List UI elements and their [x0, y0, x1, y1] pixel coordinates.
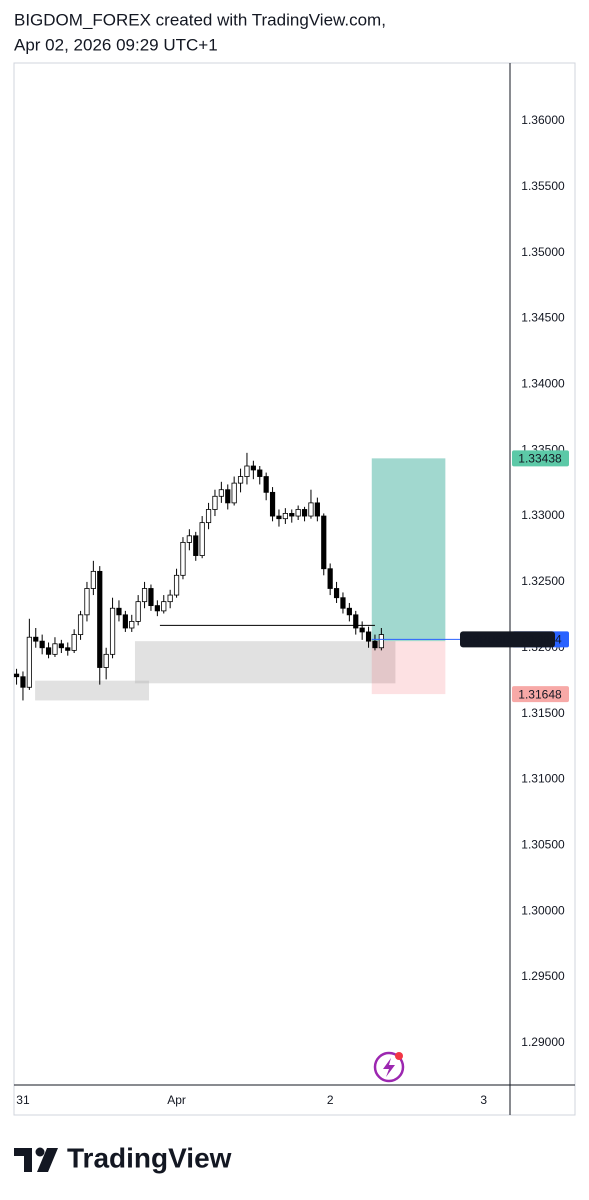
candle-body — [321, 515, 327, 570]
y-tick-label: 1.29000 — [521, 1035, 565, 1049]
candle-body — [346, 607, 352, 616]
candle-body — [180, 541, 186, 576]
x-tick-label: 2 — [327, 1093, 334, 1107]
target-label: 1.33438 — [518, 452, 562, 466]
y-tick-label: 1.31500 — [521, 706, 565, 720]
candle-body — [244, 465, 250, 477]
candle-body — [333, 588, 340, 599]
candle-body — [109, 607, 116, 655]
y-tick-label: 1.35000 — [521, 245, 565, 259]
candle-body — [103, 653, 109, 668]
candle-body — [263, 476, 269, 493]
x-tick-label: Apr — [167, 1093, 186, 1107]
candle-body — [122, 614, 128, 629]
candle-body — [33, 636, 39, 642]
candle-body — [97, 570, 103, 668]
stop-zone — [371, 641, 446, 695]
candle-body — [161, 601, 167, 612]
axes: 1.360001.355001.350001.345001.340001.335… — [16, 113, 569, 1107]
candle-body — [250, 465, 256, 471]
candle-body — [231, 482, 237, 504]
candle-body — [173, 574, 180, 596]
candle-body — [237, 476, 244, 484]
candle-body — [71, 634, 77, 651]
y-tick-label: 1.29500 — [521, 969, 565, 983]
y-tick-label: 1.30500 — [521, 837, 565, 851]
y-tick-label: 1.34500 — [521, 311, 565, 325]
y-tick-label: 1.33000 — [521, 508, 565, 522]
candle-body — [26, 636, 32, 688]
y-tick-label: 1.32500 — [521, 574, 565, 588]
zone — [35, 680, 150, 701]
candle-body — [257, 469, 263, 477]
stop-label-bg — [512, 686, 569, 703]
y-tick-label: 1.35500 — [521, 179, 565, 193]
candle-body — [129, 621, 135, 629]
symbol-tag: GBPUSD — [464, 634, 511, 646]
candle-body — [289, 513, 295, 517]
candle-body — [308, 502, 314, 517]
alert-icon — [373, 1051, 405, 1083]
candle-body — [77, 614, 84, 635]
candle-body — [13, 673, 20, 678]
candle-body — [225, 489, 231, 504]
candle-body — [45, 647, 52, 655]
header-line: BIGDOM_FOREX created with TradingView.co… — [14, 10, 386, 29]
candle-body — [282, 513, 288, 520]
candle-body — [340, 597, 346, 609]
brand: TradingView — [67, 1142, 232, 1173]
logo: TradingView — [14, 1142, 232, 1173]
candle-body — [58, 643, 64, 649]
countdown: 00:39 — [522, 634, 550, 646]
candle-body — [141, 588, 148, 603]
zone — [134, 641, 396, 684]
candle-body — [116, 607, 122, 616]
candle-body — [135, 601, 141, 622]
candle-body — [90, 570, 96, 589]
candle-body — [218, 489, 224, 497]
candle-body — [314, 502, 320, 517]
y-tick-label: 1.31000 — [521, 772, 565, 786]
symbol-tag-bg — [460, 631, 555, 648]
candle-body — [65, 647, 71, 651]
candle-body — [154, 605, 160, 612]
candle-body — [301, 509, 308, 517]
y-tick-label: 1.36000 — [521, 113, 565, 127]
candle-body — [372, 640, 378, 649]
candle-body — [167, 594, 173, 603]
chart-frame — [13, 62, 576, 1116]
x-tick-label: 3 — [480, 1093, 487, 1107]
x-tick-label: 31 — [16, 1093, 30, 1107]
candle-body — [353, 614, 359, 629]
target-zone — [371, 458, 446, 642]
stop-label: 1.31648 — [518, 687, 562, 701]
candle-body — [205, 509, 212, 524]
candle-body — [359, 627, 365, 633]
candle-body — [84, 588, 90, 616]
candle-body — [269, 491, 276, 517]
candle-body — [20, 676, 26, 688]
plot — [13, 452, 510, 701]
candle-body — [276, 515, 282, 520]
candle-body — [378, 634, 384, 649]
candle-body — [39, 640, 45, 649]
candle-body — [365, 631, 372, 642]
candle-body — [193, 535, 199, 556]
header-line: Apr 02, 2026 09:29 UTC+1 — [14, 35, 218, 54]
target-label-bg — [512, 450, 569, 467]
candle-body — [186, 535, 192, 543]
candle-body — [52, 643, 58, 655]
candle-body — [327, 568, 333, 589]
candle-body — [295, 509, 301, 517]
candle-body — [212, 495, 218, 510]
y-tick-label: 1.34000 — [521, 377, 565, 391]
y-tick-label: 1.30000 — [521, 903, 565, 917]
candle-body — [199, 522, 205, 556]
candle-body — [148, 588, 154, 607]
